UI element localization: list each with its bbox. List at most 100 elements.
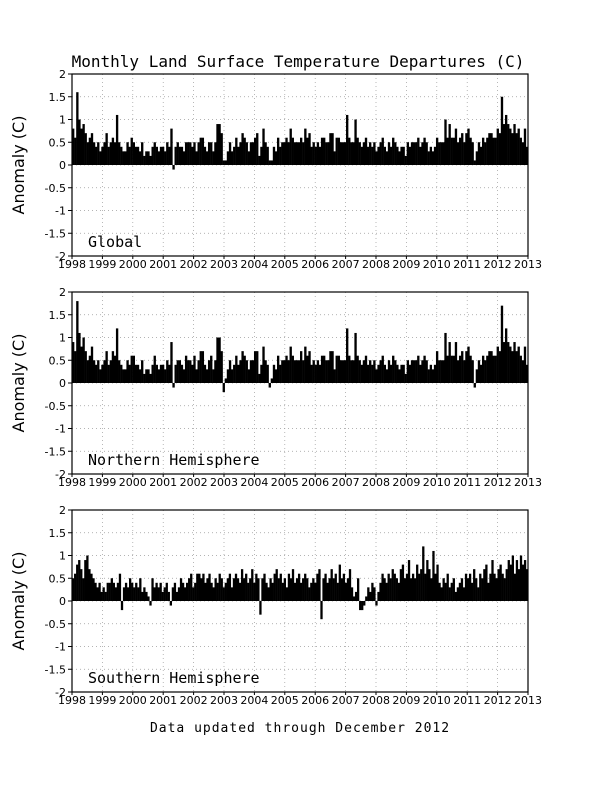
data-bar (318, 364, 322, 383)
data-bar (262, 346, 265, 383)
x-tick-label: 2003 (210, 476, 238, 489)
data-bar (138, 369, 142, 383)
data-bar (523, 128, 527, 165)
data-bar (494, 137, 497, 165)
data-bar (236, 578, 240, 601)
data-bar (507, 342, 510, 383)
data-bar (159, 582, 162, 601)
chart-title: Monthly Land Surface Temperature Departu… (72, 52, 525, 71)
data-bar (249, 142, 253, 165)
data-bar (523, 560, 527, 601)
x-tick-label: 2013 (514, 258, 542, 271)
data-bar (203, 146, 207, 165)
data-bar (302, 578, 305, 601)
data-bar (381, 573, 384, 601)
data-bar (364, 137, 368, 165)
data-bar (407, 560, 411, 601)
data-bar (348, 569, 352, 601)
data-bar (210, 582, 213, 601)
x-tick-label: 2002 (180, 694, 208, 707)
data-bar (214, 142, 217, 165)
data-bar (128, 146, 131, 165)
data-bar (199, 137, 202, 165)
y-tick-label: 0.5 (49, 136, 67, 149)
data-bar (210, 355, 213, 383)
data-bar (276, 355, 280, 383)
data-bar (279, 364, 282, 383)
data-bar (126, 360, 129, 383)
data-bar (322, 578, 325, 601)
data-bar (375, 601, 378, 606)
data-bar (132, 355, 135, 383)
data-bar (487, 582, 490, 601)
data-bar (364, 355, 368, 383)
data-bar (259, 601, 262, 615)
data-bar (331, 351, 334, 383)
data-bar (279, 573, 282, 601)
data-bar (207, 142, 211, 165)
data-bar (243, 137, 246, 165)
data-bar (320, 601, 323, 620)
data-bar (113, 355, 117, 383)
data-bar (463, 360, 466, 383)
data-bar (86, 142, 89, 165)
data-bar (264, 360, 267, 383)
y-tick-label: -1.5 (45, 445, 66, 458)
data-bar (442, 142, 445, 165)
data-bar (289, 128, 292, 165)
data-bar (186, 582, 189, 601)
data-bar (500, 305, 504, 383)
data-bar (106, 582, 109, 601)
x-tick-label: 2005 (271, 258, 299, 271)
data-bar (228, 360, 232, 383)
y-tick-label: 2 (59, 68, 66, 81)
data-bar (383, 146, 387, 165)
data-bar (176, 142, 179, 165)
data-bar (334, 573, 337, 601)
y-tick-label: 2 (59, 504, 66, 517)
data-bar (220, 351, 223, 383)
data-bar (504, 328, 508, 383)
data-bar (302, 360, 305, 383)
x-tick-label: 2004 (240, 694, 268, 707)
data-bar (408, 146, 412, 165)
data-bar (88, 355, 92, 383)
x-tick-label: 2004 (240, 476, 268, 489)
data-bar (76, 301, 79, 383)
data-bar (262, 128, 265, 165)
data-bar (157, 369, 161, 383)
data-bar (432, 550, 435, 601)
data-bar (400, 146, 403, 165)
data-bar (124, 151, 127, 165)
data-bar (425, 360, 428, 383)
data-bar (95, 146, 98, 165)
data-bar (475, 151, 479, 165)
data-bar (285, 587, 289, 601)
data-bar (471, 582, 474, 601)
data-bar (96, 587, 99, 601)
y-tick-label: -0.5 (45, 400, 66, 413)
data-bar (471, 142, 474, 165)
data-bar (212, 151, 215, 165)
data-bar (393, 573, 396, 601)
data-bar (179, 578, 183, 601)
data-bar (265, 582, 268, 601)
data-bar (263, 573, 266, 601)
data-bar (201, 137, 205, 165)
data-bar (404, 373, 407, 383)
data-bar (354, 119, 357, 165)
data-bar (513, 573, 517, 601)
data-bar (507, 560, 510, 601)
data-bar (132, 142, 135, 165)
x-tick-label: 2012 (484, 476, 512, 489)
data-bar (431, 369, 435, 383)
x-tick-label: 2007 (332, 476, 360, 489)
data-bar (180, 146, 184, 165)
x-tick-label: 2013 (514, 694, 542, 707)
data-bar (429, 146, 433, 165)
data-bar (118, 360, 121, 383)
x-tick-label: 2011 (453, 476, 481, 489)
data-bar (329, 133, 332, 165)
